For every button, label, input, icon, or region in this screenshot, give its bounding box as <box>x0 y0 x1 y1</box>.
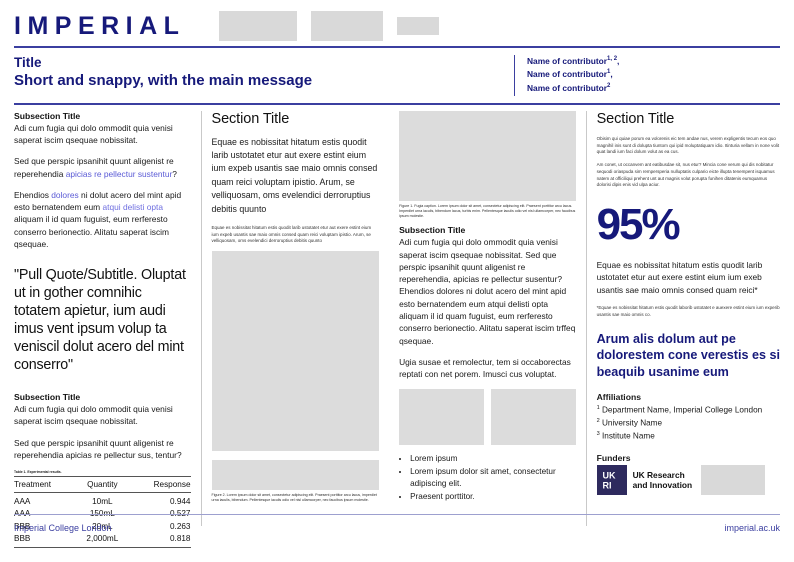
table-cell: 0.818 <box>170 533 191 543</box>
table-row: AAA 150mL 0.527 <box>14 508 191 520</box>
table-cell: AAA <box>14 508 76 520</box>
title-bar: Title Short and snappy, with the main me… <box>0 48 794 104</box>
col2-section-title: Section Title <box>211 110 290 127</box>
col1-paragraph-1: Adi cum fugia qui dolo ommodit quia veni… <box>14 122 173 146</box>
figure-placeholder-left <box>399 389 484 446</box>
contributor-line: Name of contributor1, <box>527 69 613 80</box>
table-cell: 20mL <box>92 521 113 531</box>
svg-text:RI: RI <box>602 480 611 490</box>
table-col-header: Treatment <box>14 476 76 494</box>
col4-section-title: Section Title <box>596 110 675 127</box>
figure-1-caption: Figure 1. Fugia caption. Lorem ipsum dol… <box>399 203 576 219</box>
funders-title: Funders <box>596 452 631 463</box>
col4-small-paragraph-2: Am conet, ut occanvem ant eatibusdae sit… <box>596 162 775 188</box>
figure-placeholder-wide <box>211 460 380 491</box>
table-row: BBB 20mL 0.263 <box>14 520 191 532</box>
footer-institution: Imperial College London <box>14 523 112 534</box>
affiliation-item: 2 University Name <box>596 417 663 428</box>
contributor-line: Name of contributor1, 2, <box>527 55 620 66</box>
partner-logo-placeholder-1 <box>219 11 298 41</box>
contributor-list: Name of contributor1, 2, Name of contrib… <box>514 54 780 97</box>
table-cell: 0.527 <box>129 508 191 520</box>
col2-small-paragraph: Equae es nobissitat hitatum estis quodit… <box>211 224 372 244</box>
list-item: Lorem ipsum dolor sit amet, consectetur … <box>410 466 576 489</box>
table-cell: 150mL <box>76 508 129 520</box>
table-cell: 0.263 <box>170 521 191 531</box>
col3-subsection-title: Subsection Title <box>399 225 466 236</box>
figure-placeholder-top <box>399 110 576 201</box>
col3-paragraph-2: Ugia susae et remolectur, tem si occabor… <box>399 356 571 380</box>
col1-subsection-title-2: Subsection Title <box>14 392 81 403</box>
header-rule-bottom <box>14 103 780 105</box>
col4-blue-heading: Arum alis dolum aut pe dolorestem cone v… <box>596 332 780 379</box>
figure-2-caption: Figure 2. Lorem ipsum dolor sit amet, co… <box>211 493 377 503</box>
col1-subsection-title: Subsection Title <box>14 110 81 121</box>
ukri-logo: UK RI UK Research and Innovation <box>596 464 693 495</box>
inline-link[interactable]: atqui delisti opta <box>102 202 163 213</box>
table-caption: Table 1. Experimental results. <box>14 470 62 475</box>
statistic-footnote: *Equae es nobissitat hitatum estis quodi… <box>596 304 780 317</box>
funder-logo-placeholder <box>701 464 766 495</box>
table-cell: AAA <box>14 497 31 507</box>
page-title: Short and snappy, with the main message <box>14 72 313 90</box>
table-col-header: Response <box>128 476 191 494</box>
figure-placeholder-right <box>490 389 576 446</box>
column-1: Subsection Title Adi cum fugia qui dolo … <box>14 110 201 548</box>
affiliation-item: 1 Department Name, Imperial College Lond… <box>596 404 763 415</box>
list-item: Praesent porttitor. <box>410 491 576 503</box>
svg-text:UK: UK <box>602 470 615 480</box>
table-cell: 2,000mL <box>86 533 119 543</box>
affiliations-list: 1 Department Name, Imperial College Lond… <box>597 404 780 443</box>
imperial-wordmark: IMPERIAL <box>14 11 186 40</box>
partner-logo-placeholder-2 <box>311 11 384 41</box>
table-cell: BBB <box>14 521 31 531</box>
content-columns: Subsection Title Adi cum fugia qui dolo … <box>0 105 794 548</box>
affiliation-item: 3 Institute Name <box>596 430 655 441</box>
footer-rule <box>14 514 780 516</box>
col3-bullet-list: Lorem ipsum Lorem ipsum dolor sit amet, … <box>399 453 576 503</box>
list-item: Lorem ipsum <box>410 453 576 465</box>
table-bottom-rule <box>14 547 191 548</box>
table-header-row: Treatment Quantity Response <box>14 476 191 494</box>
figure-placeholder-large <box>211 251 380 452</box>
column-3: Figure 1. Fugia caption. Lorem ipsum dol… <box>389 110 586 526</box>
title-kicker: Title <box>14 54 42 70</box>
table-row: AAA 10mL 0.944 <box>14 493 191 508</box>
headline-statistic: 95% <box>596 200 681 250</box>
table-cell: BBB <box>14 533 31 543</box>
col3-paragraph-1: Adi cum fugia qui dolo ommodit quia veni… <box>399 237 576 346</box>
col1-paragraph-3: Ehendios dolores ni dolut acero del mint… <box>14 189 182 249</box>
table-row: BBB 2,000mL 0.818 <box>14 532 191 547</box>
footer-website[interactable]: imperial.ac.uk <box>724 523 780 534</box>
column-2: Section Title Equae es nobissitat hitatu… <box>200 110 390 526</box>
inline-link[interactable]: apicias re pellectur sustentur <box>65 168 173 179</box>
col2-lead-paragraph: Equae es nobissitat hitatum estis quodit… <box>211 136 378 214</box>
col1-paragraph-4: Adi cum fugia qui dolo ommodit quia veni… <box>14 404 173 427</box>
col1-paragraph-5: Sed que perspic ipsanihit quunt aligenis… <box>14 437 182 460</box>
table-cell: 0.944 <box>170 497 191 507</box>
inline-link[interactable]: dolores <box>51 189 79 200</box>
affiliations-title: Affiliations <box>596 391 641 402</box>
ukri-name: UK Research and Innovation <box>633 470 693 490</box>
funders-row: UK RI UK Research and Innovation <box>596 464 780 495</box>
ukri-mark-icon: UK RI <box>596 464 627 495</box>
ukri-name-line-2: and Innovation <box>632 479 693 490</box>
title-block: Title Short and snappy, with the main me… <box>14 55 514 97</box>
column-4: Section Title Obisim qui quiae porum ea … <box>585 110 780 526</box>
footer: Imperial College London imperial.ac.uk <box>0 514 794 562</box>
ukri-name-line-1: UK Research <box>632 469 685 480</box>
header-rule-top <box>14 46 780 48</box>
table-cell: 10mL <box>92 497 113 507</box>
pull-quote: "Pull Quote/Subtitle. Oluptat ut in goth… <box>14 267 186 374</box>
figure-placeholder-row <box>399 389 576 446</box>
contributor-line: Name of contributor2 <box>527 83 611 94</box>
statistic-paragraph: Equae es nobissitat hitatum estis quodit… <box>596 260 763 295</box>
col4-small-paragraph-1: Obisim qui quiae porum ea volorenis eic … <box>596 135 780 155</box>
masthead: IMPERIAL <box>0 0 794 46</box>
partner-logo-placeholder-3 <box>397 17 440 35</box>
table-col-header: Quantity <box>75 476 129 494</box>
results-table: Treatment Quantity Response AAA 10mL 0.9… <box>14 476 191 548</box>
col1-paragraph-2: Sed que perspic ipsanihit quunt aligenis… <box>14 156 177 179</box>
